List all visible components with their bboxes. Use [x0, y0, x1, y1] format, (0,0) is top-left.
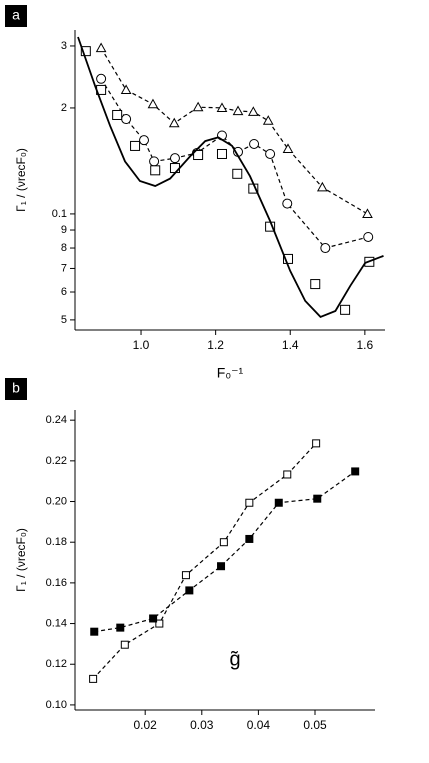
y-tick-label: 0.24 [46, 414, 67, 426]
panel-label-box [5, 378, 27, 400]
point [130, 140, 141, 151]
point [245, 498, 254, 507]
point [181, 571, 190, 580]
point [120, 84, 132, 95]
panel-label: a [12, 7, 20, 23]
point [80, 46, 91, 57]
x-tick-label: 1.0 [133, 338, 150, 352]
y-axis-label: Γ₁ / (νrecF₀) [14, 148, 28, 212]
y-tick-label: 0.14 [46, 617, 67, 629]
y-tick-label: 9 [61, 224, 67, 236]
point [169, 153, 180, 164]
y-tick-label: 0.20 [46, 495, 67, 507]
point [282, 198, 293, 209]
point [168, 117, 180, 128]
point [363, 231, 374, 242]
point [96, 73, 107, 84]
y-axis-label: Γ₁ / (νrecF₀) [14, 528, 28, 592]
y-tick-label: 0.1 [52, 208, 67, 220]
point [89, 674, 98, 683]
point [149, 614, 158, 623]
point [245, 534, 254, 543]
point [112, 109, 123, 120]
x-tick-label: 1.6 [357, 338, 374, 352]
point [169, 163, 180, 174]
x-tick-label: 1.2 [207, 338, 224, 352]
point [282, 143, 294, 153]
fit-line [100, 78, 369, 249]
y-tick-label: 8 [61, 242, 67, 254]
point [316, 181, 328, 192]
point [90, 627, 99, 636]
point [219, 538, 228, 547]
x-axis-label: F₀⁻¹ [217, 365, 244, 381]
point [216, 102, 228, 113]
point [340, 304, 351, 315]
point [320, 243, 331, 254]
point [274, 498, 283, 507]
point [192, 101, 204, 112]
y-tick-label: 0.12 [46, 658, 67, 670]
point [362, 208, 373, 219]
point [116, 623, 125, 632]
point [232, 168, 243, 179]
x-tick-label: 0.05 [303, 718, 327, 732]
fit-line [94, 470, 356, 633]
point [283, 470, 292, 479]
x-tick-label: 0.03 [190, 718, 214, 732]
point [121, 114, 132, 125]
theory-curve [77, 36, 384, 318]
y-tick-label: 5 [61, 314, 67, 326]
point [193, 150, 204, 161]
panel-label: b [12, 380, 20, 396]
point [95, 42, 107, 53]
point [147, 98, 159, 109]
point [216, 148, 227, 159]
point [149, 156, 160, 167]
point [120, 640, 129, 649]
point [217, 562, 226, 571]
y-tick-label: 0.10 [46, 699, 67, 711]
y-tick-label: 0.18 [46, 536, 67, 548]
point [185, 586, 194, 595]
point [249, 138, 260, 149]
panel-label-box [5, 5, 27, 27]
y-tick-label: 0.16 [46, 577, 67, 589]
point [351, 467, 360, 476]
y-tick-label: 6 [61, 286, 67, 298]
point [155, 619, 164, 628]
point [150, 165, 161, 176]
y-tick-label: 2 [61, 102, 67, 114]
point [312, 439, 321, 448]
point [232, 105, 244, 116]
fit-line [100, 47, 368, 215]
point [262, 115, 274, 125]
point [247, 106, 259, 116]
point [310, 279, 321, 290]
y-tick-label: 7 [61, 262, 67, 274]
point [265, 148, 276, 159]
point [313, 494, 322, 503]
x-tick-label: 1.4 [282, 338, 299, 352]
y-tick-label: 0.22 [46, 455, 67, 467]
x-axis-label: g̃ [229, 648, 240, 670]
x-tick-label: 0.02 [134, 718, 158, 732]
y-tick-label: 3 [61, 40, 67, 52]
x-tick-label: 0.04 [247, 718, 271, 732]
point [139, 135, 150, 146]
